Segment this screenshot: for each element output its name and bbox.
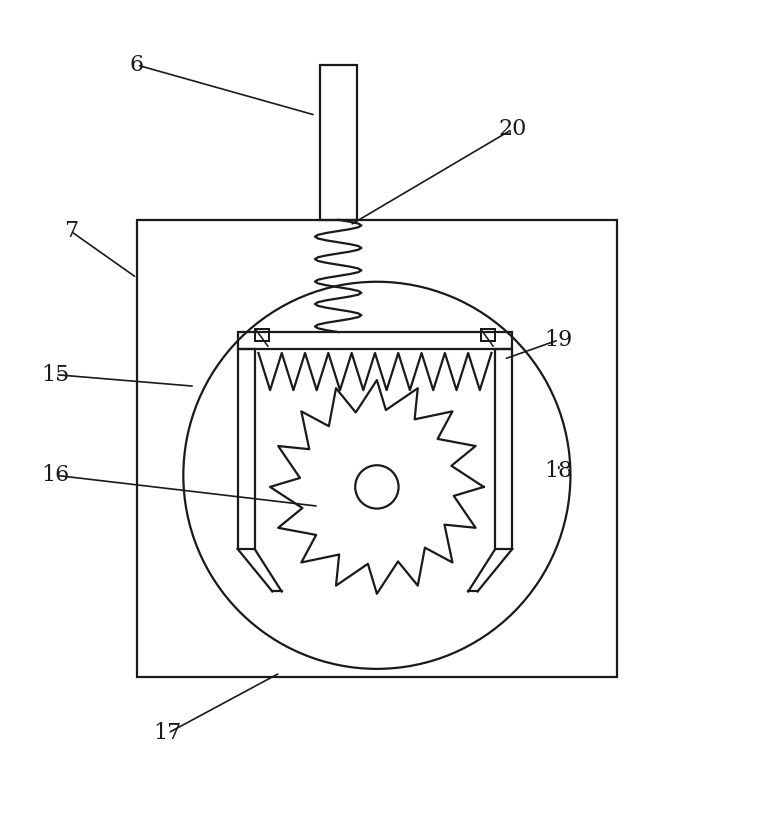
Text: 19: 19 [545,328,573,351]
Text: 18: 18 [545,460,573,482]
Text: 20: 20 [498,118,527,140]
Text: 7: 7 [64,220,78,242]
Text: 15: 15 [41,364,70,386]
Text: 17: 17 [154,722,182,744]
Text: 6: 6 [130,54,144,76]
Text: 16: 16 [41,464,70,486]
